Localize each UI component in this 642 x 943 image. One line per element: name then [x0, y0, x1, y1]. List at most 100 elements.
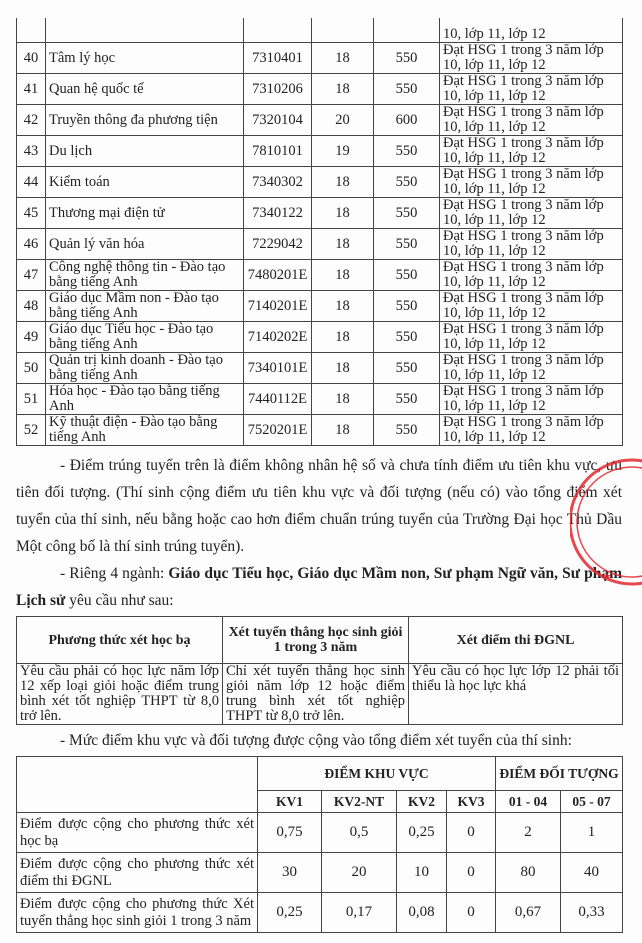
condition-cell: Đạt HSG 1 trong 3 năm lớp 10, lớp 11, lớ… — [439, 352, 623, 384]
table-row: 45 Thương mại điện tử 7340122 18 550 Đạt HSG … — [16, 197, 623, 229]
major-code-cell: 7810101 — [243, 135, 312, 167]
dgnl-score-cell: 550 — [373, 135, 440, 167]
score-cell: 18 — [311, 228, 374, 260]
note-paragraph-1: - Điểm trúng tuyển trên là điểm không nh… — [16, 457, 622, 555]
value-cell: 0,25 — [396, 812, 447, 853]
row-label-cell: Điểm được cộng cho phương thức Xét tuyển… — [16, 892, 258, 933]
major-code-cell: 7320104 — [243, 104, 312, 136]
table-row: Yêu cầu phải có học lực năm lớp 12 xếp l… — [16, 663, 623, 725]
dgnl-score-cell: 550 — [373, 42, 440, 74]
row-label-cell: Điểm được cộng cho phương thức xét học b… — [16, 812, 258, 853]
score-cell: 18 — [311, 166, 374, 198]
note-text: yêu cầu như sau: — [65, 592, 174, 609]
major-code-cell: 7140202E — [243, 321, 312, 353]
condition-cell: Đạt HSG 1 trong 3 năm lớp 10, lớp 11, lớ… — [439, 290, 623, 322]
value-cell: 20 — [321, 852, 397, 893]
condition-cell: Đạt HSG 1 trong 3 năm lớp 10, lớp 11, lớ… — [439, 228, 623, 260]
row-number-cell: 45 — [16, 197, 46, 229]
major-code-cell: 7340101E — [243, 352, 312, 384]
requirement-cell: Yêu cầu có học lực lớp 12 phải tối thiểu… — [408, 663, 623, 725]
major-code-cell: 7229042 — [243, 228, 312, 260]
score-cell: 18 — [311, 197, 374, 229]
row-number-cell: 44 — [16, 166, 46, 198]
bonus-points-table: ĐIỂM KHU VỰC ĐIỂM ĐỐI TƯỢNG KV1 KV2-NT KV2… — [16, 756, 624, 933]
dgnl-score-cell: 550 — [373, 73, 440, 105]
score-cell: 18 — [311, 73, 374, 105]
condition-cell: Đạt HSG 1 trong 3 năm lớp 10, lớp 11, lớ… — [439, 321, 623, 353]
column-header: 01 - 04 — [495, 790, 561, 813]
note-majors-bold: Giáo dục Tiểu học, Giáo dục Mầm non, Sư … — [16, 565, 622, 609]
row-number-cell: 46 — [16, 228, 46, 260]
table-row: Điểm được cộng cho phương thức Xét tuyển… — [16, 892, 624, 933]
value-cell: 80 — [495, 852, 561, 893]
column-header: 05 - 07 — [559, 790, 624, 813]
value-cell: 0,5 — [321, 812, 397, 853]
value-cell: 0 — [446, 892, 496, 933]
table-header-row: ĐIỂM KHU VỰC ĐIỂM ĐỐI TƯỢNG — [16, 756, 624, 813]
major-name-cell: Công nghệ thông tin - Đào tạo bằng tiếng… — [45, 259, 244, 291]
note-paragraph-3: - Mức điểm khu vực và đối tượng được cộn… — [60, 732, 572, 749]
column-header: KV3 — [446, 790, 496, 813]
value-cell: 0,25 — [257, 892, 322, 933]
table-row: 42 Truyền thông đa phương tiện 7320104 20 60… — [16, 104, 623, 136]
value-cell: 1 — [559, 812, 624, 853]
score-cell: 18 — [311, 290, 374, 322]
note-paragraph-2: - Riêng 4 ngành: Giáo dục Tiểu học, Giáo… — [16, 560, 622, 614]
major-name-cell: Hóa học - Đào tạo bằng tiếng Anh — [45, 383, 244, 415]
table-row: 52 Kỹ thuật điện - Đào tạo bằng tiếng Anh… — [16, 414, 623, 446]
majors-table: 10, lớp 11, lớp 12 40 Tâm lý học 7310401 18… — [16, 18, 623, 446]
major-name-cell: Kiểm toán — [45, 166, 244, 198]
dgnl-score-cell: 550 — [373, 383, 440, 415]
requirement-cell: Yêu cầu phải có học lực năm lớp 12 xếp l… — [16, 663, 223, 725]
requirement-cell: Chỉ xét tuyển thẳng học sinh giỏi năm lớ… — [222, 663, 409, 725]
dgnl-score-cell: 550 — [373, 228, 440, 260]
note-text: - Riêng 4 ngành: — [60, 565, 169, 582]
major-name-cell: Du lịch — [45, 135, 244, 167]
requirements-table: Phương thức xét học bạ Xét tuyển thẳng h… — [16, 616, 623, 725]
table-row: 48 Giáo dục Mầm non - Đào tạo bằng tiếng … — [16, 290, 623, 322]
dgnl-score-cell: 550 — [373, 414, 440, 446]
dgnl-score-cell: 550 — [373, 259, 440, 291]
table-row: 50 Quản trị kinh doanh - Đào tạo bằng tiế… — [16, 352, 623, 384]
score-cell: 18 — [311, 42, 374, 74]
score-cell: 18 — [311, 259, 374, 291]
row-number-cell: 51 — [16, 383, 46, 415]
row-number-cell: 50 — [16, 352, 46, 384]
table-row: 44 Kiểm toán 7340302 18 550 Đạt HSG 1 trong 3… — [16, 166, 623, 198]
table-row: Điểm được cộng cho phương thức xét học b… — [16, 812, 624, 853]
dgnl-score-cell: 550 — [373, 321, 440, 353]
condition-cell: Đạt HSG 1 trong 3 năm lớp 10, lớp 11, lớ… — [439, 104, 623, 136]
row-number-cell: 40 — [16, 42, 46, 74]
dgnl-score-cell: 550 — [373, 166, 440, 198]
row-number-cell: 48 — [16, 290, 46, 322]
major-name-cell: Truyền thông đa phương tiện — [45, 104, 244, 136]
major-name-cell: Thương mại điện tử — [45, 197, 244, 229]
table-row: Điểm được cộng cho phương thức xét điểm … — [16, 852, 624, 893]
row-number-cell: 42 — [16, 104, 46, 136]
column-header: KV2 — [396, 790, 447, 813]
value-cell: 0,33 — [559, 892, 624, 933]
major-name-cell: Quản trị kinh doanh - Đào tạo bằng tiếng… — [45, 352, 244, 384]
row-number-cell: 49 — [16, 321, 46, 353]
value-cell: 0 — [446, 812, 496, 853]
major-name-cell: Giáo dục Mầm non - Đào tạo bằng tiếng An… — [45, 290, 244, 322]
major-name-cell: Tâm lý học — [45, 42, 244, 74]
major-code-cell: 7310401 — [243, 42, 312, 74]
dgnl-score-cell: 550 — [373, 352, 440, 384]
major-name-cell: Quan hệ quốc tế — [45, 73, 244, 105]
table-row: 40 Tâm lý học 7310401 18 550 Đạt HSG 1 trong … — [16, 42, 623, 74]
table-row: 51 Hóa học - Đào tạo bằng tiếng Anh 744011… — [16, 383, 623, 415]
value-cell: 40 — [559, 852, 624, 893]
major-code-cell: 7340302 — [243, 166, 312, 198]
condition-cell: Đạt HSG 1 trong 3 năm lớp 10, lớp 11, lớ… — [439, 197, 623, 229]
row-number-cell: 41 — [16, 73, 46, 105]
value-cell: 2 — [495, 812, 561, 853]
header-cell: Phương thức xét học bạ — [16, 616, 223, 664]
value-cell: 30 — [257, 852, 322, 893]
condition-cell: Đạt HSG 1 trong 3 năm lớp 10, lớp 11, lớ… — [439, 259, 623, 291]
condition-cell: 10, lớp 11, lớp 12 — [439, 18, 623, 43]
condition-cell: Đạt HSG 1 trong 3 năm lớp 10, lớp 11, lớ… — [439, 135, 623, 167]
table-row: 46 Quản lý văn hóa 7229042 18 550 Đạt HSG 1 t… — [16, 228, 623, 260]
header-cell: Xét tuyển thẳng học sinh giỏi 1 trong 3 … — [222, 616, 409, 664]
